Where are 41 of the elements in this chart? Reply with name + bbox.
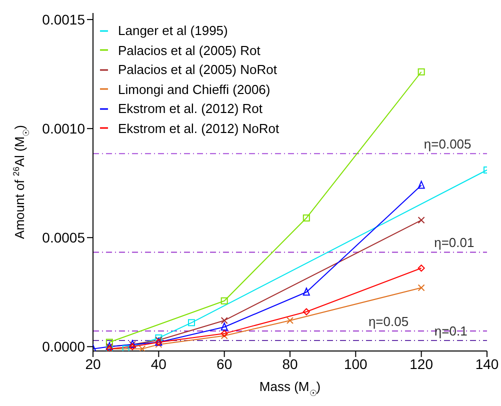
- x-tick-label: 120: [410, 356, 434, 372]
- point: [418, 284, 425, 292]
- point: [286, 316, 294, 324]
- point: [188, 319, 195, 326]
- x-tick-label: 140: [475, 356, 499, 372]
- y-tick-label: 0.0015: [42, 12, 86, 28]
- x-tick-label: 40: [150, 356, 167, 372]
- legend-label: Palacios et al (2005) Rot: [118, 42, 260, 60]
- point: [220, 316, 228, 324]
- y-tick-label: 0.0010: [42, 120, 86, 137]
- legend-label: Palacios et al (2005) NoRot: [118, 61, 277, 79]
- point: [302, 308, 310, 316]
- x-tick-label: 20: [85, 356, 101, 372]
- annotation: η=0.1: [434, 324, 468, 339]
- point: [220, 332, 228, 340]
- legend-label: Ekstrom et al. (2012) Rot: [118, 100, 262, 118]
- legend-label: Langer et al (1995): [118, 22, 228, 40]
- point: [220, 322, 228, 331]
- point: [122, 345, 130, 351]
- legend-label: Limongi and Chieffi (2006): [118, 80, 270, 99]
- x-tick-label: 60: [216, 356, 232, 372]
- point: [138, 345, 146, 351]
- point: [418, 216, 425, 224]
- point: [418, 264, 425, 272]
- point: [302, 288, 310, 296]
- legend-label: Ekstrom et al. (2012) NoRot: [118, 120, 280, 138]
- point: [418, 180, 425, 189]
- y-tick-label: 0.0005: [42, 230, 86, 246]
- point: [128, 343, 136, 350]
- x-tick-label: 100: [344, 356, 368, 372]
- x-tick-label: 80: [282, 356, 298, 372]
- point: [418, 68, 425, 76]
- x-axis-title: Mass (M$_{☉}$): [259, 379, 321, 398]
- point: [106, 338, 113, 346]
- y-tick-label: 0.0000: [42, 338, 86, 355]
- point: [220, 297, 228, 304]
- point: [302, 214, 310, 222]
- point: [155, 334, 162, 342]
- annotation: η=0.01: [434, 235, 474, 250]
- annotation: η=0.05: [368, 314, 409, 329]
- annotation: η=0.005: [424, 136, 472, 152]
